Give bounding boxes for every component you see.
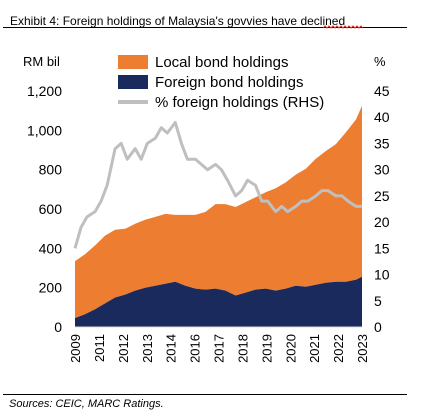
x-axis-tick-label: 2016 <box>188 334 203 363</box>
exhibit-title: Exhibit 4: Foreign holdings of Malaysia'… <box>10 14 346 28</box>
legend-label: % foreign holdings (RHS) <box>155 94 324 111</box>
x-axis-tick-label: 2020 <box>283 334 298 363</box>
left-axis-tick-label: 800 <box>39 162 63 178</box>
right-axis-tick-label: 20 <box>374 214 390 230</box>
left-axis-tick-label: 600 <box>39 201 63 217</box>
x-axis-tick-label: 2023 <box>355 334 370 363</box>
pct-foreign-holdings-line <box>73 121 362 249</box>
source-note: Sources: CEIC, MARC Ratings. <box>9 398 164 410</box>
left-axis-unit-label: RM bil <box>23 54 60 69</box>
x-axis-tick-label: 2014 <box>164 334 179 363</box>
right-axis-tick-label: 45 <box>374 83 390 99</box>
x-axis-tick-label: 2022 <box>331 334 346 363</box>
local-bond-holdings-area <box>75 105 362 319</box>
x-axis-tick-label: 2018 <box>235 334 250 363</box>
right-axis-tick-label: 40 <box>374 109 390 125</box>
left-axis-tick-label: 400 <box>39 240 63 256</box>
left-axis-tick-label: 1,200 <box>27 83 62 99</box>
x-axis-tick-label: 2017 <box>212 334 227 363</box>
x-axis-tick-label: 2012 <box>116 334 131 363</box>
left-axis-tick-label: 200 <box>39 280 63 296</box>
foreign-bond-holdings-area <box>75 276 362 327</box>
legend: Local bond holdings Foreign bond holdings… <box>118 54 324 111</box>
exhibit-header: Exhibit 4: Foreign holdings of Malaysia'… <box>3 2 407 28</box>
x-axis-tick-label: 2019 <box>259 334 274 363</box>
right-axis-tick-label: 0 <box>374 319 382 335</box>
x-axis-tick-label: 2011 <box>92 334 107 362</box>
x-axis-tick-label: 2021 <box>307 334 322 363</box>
exhibit-footer: Sources: CEIC, MARC Ratings. <box>3 394 407 414</box>
right-axis-tick-label: 25 <box>374 188 390 204</box>
legend-swatch-local-bond-holdings <box>118 55 148 69</box>
axes: 0 200 400 600 800 1,000 1,200 0 5 10 15 20 25 30 35 40 4… <box>27 83 390 363</box>
right-axis-tick-label: 10 <box>374 267 390 283</box>
legend-label: Foreign bond holdings <box>155 74 303 91</box>
right-axis-unit-label: % <box>374 54 386 69</box>
right-axis-tick-label: 5 <box>374 293 382 309</box>
plot-area <box>73 105 362 327</box>
legend-swatch-foreign-bond-holdings <box>118 75 148 89</box>
right-axis-tick-label: 35 <box>374 135 390 151</box>
legend-label: Local bond holdings <box>155 54 288 71</box>
left-axis-tick-label: 1,000 <box>27 122 62 138</box>
left-axis-tick-label: 0 <box>54 319 62 335</box>
right-axis-tick-label: 30 <box>374 162 390 178</box>
chart: RM bil % 0 200 400 600 800 1,000 1,200 0 5 10 15 20… <box>23 54 390 363</box>
spellcheck-underline <box>323 25 363 29</box>
x-axis-tick-label: 2009 <box>68 334 83 363</box>
right-axis-tick-label: 15 <box>374 240 390 256</box>
x-axis-tick-label: 2013 <box>140 334 155 363</box>
